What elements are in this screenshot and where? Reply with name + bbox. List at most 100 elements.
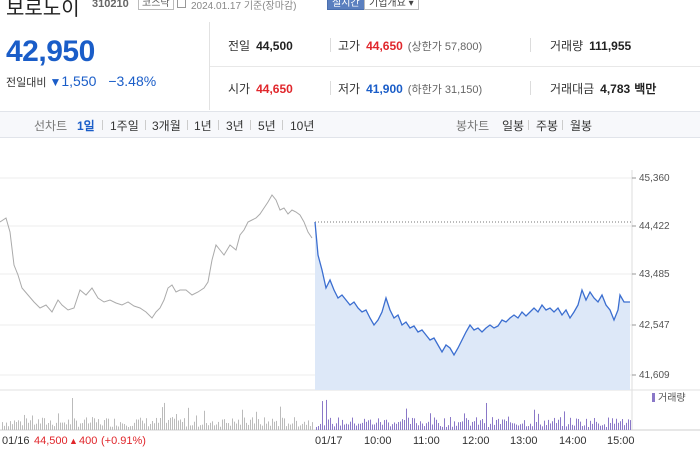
- volume-bar: [538, 413, 539, 430]
- volume-bar: [440, 426, 441, 430]
- volume-bar: [428, 421, 429, 430]
- volume-bar: [302, 423, 303, 430]
- volume-bar: [16, 422, 17, 430]
- volume-bar: [148, 426, 149, 430]
- volume-bar: [310, 426, 311, 430]
- volume-bar: [214, 425, 215, 430]
- divider: [282, 120, 283, 130]
- volume-bar: [548, 419, 549, 430]
- period-5year[interactable]: 5년: [258, 119, 276, 133]
- period-3month[interactable]: 3개월: [152, 119, 181, 133]
- volume-bar: [242, 409, 243, 430]
- candle-daily[interactable]: 일봉: [502, 119, 525, 133]
- volume-label: 거래량: [550, 39, 584, 53]
- volume-bar: [142, 420, 143, 430]
- volume-bar: [76, 420, 77, 430]
- volume-bar: [64, 422, 65, 430]
- volume-bar: [172, 417, 173, 430]
- prev-day-price-line: [0, 194, 313, 319]
- volume-bar: [176, 414, 177, 430]
- company-overview-button[interactable]: 기업개요 ▾: [364, 0, 419, 10]
- change-amount: 1,550: [61, 73, 97, 89]
- volume-bar: [542, 426, 543, 430]
- volume-bar: [44, 418, 45, 430]
- volume-bar: [134, 422, 135, 430]
- volume-bar: [598, 423, 599, 430]
- volume-bar: [82, 423, 83, 430]
- volume-bar: [452, 426, 453, 430]
- period-3year[interactable]: 3년: [226, 119, 244, 133]
- volume-bar: [266, 423, 267, 430]
- volume-bar: [442, 426, 443, 430]
- volume-bar: [556, 423, 557, 430]
- realtime-button[interactable]: 실시간: [327, 0, 365, 10]
- volume-bar: [30, 420, 31, 430]
- volume-bar: [260, 424, 261, 430]
- volume-bar: [288, 423, 289, 430]
- volume-bar: [38, 419, 39, 430]
- volume-bar: [180, 419, 181, 430]
- volume-bar: [372, 424, 373, 430]
- volume-bar: [590, 420, 591, 430]
- period-10year[interactable]: 10년: [290, 119, 315, 133]
- divider: [218, 120, 219, 130]
- volume-bar: [12, 424, 13, 430]
- volume-bar: [114, 418, 115, 430]
- document-icon: [177, 0, 186, 8]
- volume-bar: [48, 422, 49, 430]
- y-tick-label: 43,485: [639, 269, 670, 280]
- volume-bar: [364, 418, 365, 430]
- divider: [330, 38, 331, 52]
- prev-change-percent: (+0.91%): [101, 435, 146, 447]
- up-arrow-icon: ▲: [69, 436, 78, 446]
- volume-bar: [246, 422, 247, 430]
- volume-bar: [358, 423, 359, 430]
- volume-bar: [70, 424, 71, 430]
- volume-bar: [98, 419, 99, 430]
- volume-bar: [348, 424, 349, 430]
- volume-bar: [610, 422, 611, 430]
- volume-bar: [8, 426, 9, 430]
- volume-bar: [14, 420, 15, 430]
- volume-bar: [36, 423, 37, 430]
- volume-bar: [406, 408, 407, 430]
- period-1week[interactable]: 1주일: [110, 119, 139, 133]
- volume-bar: [398, 422, 399, 430]
- divider: [330, 81, 331, 95]
- volume-bar: [602, 425, 603, 430]
- volume-bar: [120, 422, 121, 430]
- stock-code: 310210: [92, 0, 129, 10]
- volume-bar: [426, 423, 427, 430]
- volume-bar: [152, 420, 153, 430]
- candle-weekly[interactable]: 주봉: [536, 119, 559, 133]
- volume-bar: [558, 419, 559, 430]
- volume-bar: [416, 423, 417, 430]
- divider: [528, 120, 529, 130]
- volume-bar: [200, 425, 201, 430]
- x-tick-label: 11:00: [413, 435, 440, 447]
- prev-day-volume-bars: [2, 398, 313, 430]
- volume-bar: [338, 417, 339, 430]
- volume-bar: [332, 423, 333, 430]
- low-label: 저가: [338, 82, 361, 96]
- volume-bar: [464, 413, 465, 430]
- volume-bar: [284, 418, 285, 430]
- y-axis: 45,360 44,422 43,485 42,547 41,609: [632, 173, 670, 381]
- volume-bar: [414, 418, 415, 430]
- volume-bar: [322, 401, 323, 430]
- volume-bar: [264, 417, 265, 430]
- volume-bar: [412, 417, 413, 430]
- period-1year[interactable]: 1년: [194, 119, 212, 133]
- intraday-chart[interactable]: 45,360 44,422 43,485 42,547 41,609 거래량 0…: [0, 140, 700, 450]
- volume-bar: [52, 424, 53, 430]
- volume-bar: [380, 422, 381, 430]
- volume-bar: [290, 424, 291, 430]
- volume-bar: [626, 422, 627, 430]
- period-1day[interactable]: 1일: [77, 119, 95, 133]
- y-tick-label: 41,609: [639, 370, 670, 381]
- volume-bar: [62, 422, 63, 430]
- stock-name: 보로노이: [6, 0, 80, 20]
- candle-monthly[interactable]: 월봉: [570, 119, 593, 133]
- volume-bar: [336, 423, 337, 430]
- volume-bar: [568, 424, 569, 430]
